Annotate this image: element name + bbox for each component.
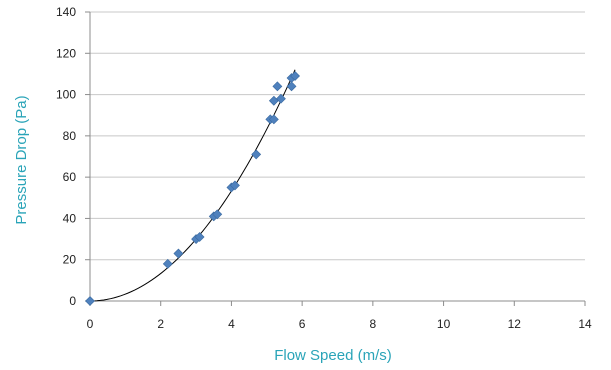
x-tick-6: 6 bbox=[299, 317, 306, 331]
data-point bbox=[251, 149, 262, 160]
x-tick-12: 12 bbox=[508, 317, 522, 331]
y-tick-60: 60 bbox=[63, 170, 77, 184]
data-point bbox=[230, 180, 240, 191]
x-tick-0: 0 bbox=[87, 317, 94, 331]
data-point bbox=[162, 258, 173, 269]
gridlines bbox=[90, 11, 585, 261]
x-axis-title: Flow Speed (m/s) bbox=[274, 347, 392, 364]
data-point bbox=[268, 114, 279, 125]
x-tick-2: 2 bbox=[157, 317, 164, 331]
data-point bbox=[194, 232, 205, 242]
y-tick-120: 120 bbox=[56, 46, 76, 60]
y-tick-80: 80 bbox=[63, 129, 77, 143]
y-tick-100: 100 bbox=[56, 88, 76, 102]
x-tick-14: 14 bbox=[578, 317, 592, 331]
data-point bbox=[268, 95, 279, 106]
data-point bbox=[272, 81, 283, 92]
x-tick-labels: 0 2 4 6 8 10 12 14 bbox=[87, 317, 592, 331]
data-point bbox=[85, 296, 95, 306]
trendline-group bbox=[89, 69, 296, 302]
data-points bbox=[85, 71, 300, 306]
y-tick-labels: 0 20 40 60 80 100 120 140 bbox=[56, 5, 76, 308]
data-point bbox=[290, 71, 300, 81]
x-tick-8: 8 bbox=[370, 317, 377, 331]
y-axis-title: Pressure Drop (Pa) bbox=[13, 95, 30, 224]
y-tick-140: 140 bbox=[56, 5, 76, 19]
data-point bbox=[276, 93, 286, 104]
trendline bbox=[89, 69, 296, 302]
y-tick-0: 0 bbox=[69, 294, 76, 308]
data-point bbox=[286, 81, 297, 92]
data-point bbox=[212, 209, 223, 220]
axes bbox=[85, 11, 586, 306]
y-tick-20: 20 bbox=[63, 253, 77, 267]
data-point bbox=[173, 248, 184, 259]
x-tick-10: 10 bbox=[437, 317, 451, 331]
x-tick-4: 4 bbox=[228, 317, 235, 331]
y-tick-40: 40 bbox=[63, 211, 77, 225]
